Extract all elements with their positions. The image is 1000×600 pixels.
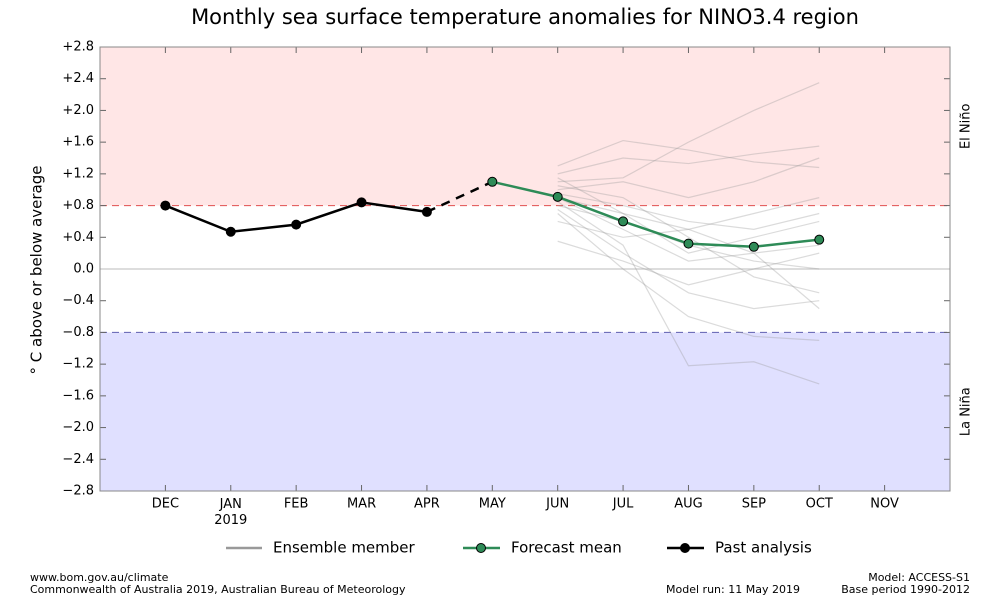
marker — [552, 191, 563, 202]
marker — [421, 206, 432, 217]
region-label: La Niña — [959, 387, 974, 436]
ensemble-line — [557, 157, 820, 199]
y-tick-label: +0.8 — [62, 198, 94, 213]
marker — [618, 216, 629, 227]
x-tick-label: NOV — [870, 497, 899, 512]
x-tick-label: JUL — [612, 497, 634, 512]
y-tick-label: −1.2 — [62, 357, 94, 372]
y-tick-label: +2.0 — [62, 103, 94, 118]
ensemble-line — [557, 197, 820, 310]
x-tick-label: OCT — [806, 497, 833, 512]
footer-text: Model: ACCESS-S1 — [868, 571, 970, 584]
x-tick-label: MAY — [479, 497, 506, 512]
ensemble-line — [557, 82, 820, 183]
marker — [748, 241, 759, 252]
x-tick-label: JAN 2019 — [214, 497, 247, 528]
marker — [356, 197, 367, 208]
y-tick-label: −0.8 — [62, 325, 94, 340]
footer-text: Commonwealth of Australia 2019, Australi… — [30, 583, 406, 596]
ensemble-line — [557, 193, 820, 230]
marker — [683, 238, 694, 249]
y-tick-label: +2.4 — [62, 71, 94, 86]
x-tick-label: MAR — [347, 497, 376, 512]
connector-line — [426, 180, 493, 214]
series-line — [492, 180, 820, 249]
ensemble-line — [557, 139, 820, 169]
ensemble-line — [557, 201, 820, 385]
y-axis-label: ° C above or below average — [28, 166, 46, 375]
y-tick-label: +1.2 — [62, 166, 94, 181]
ensemble-line — [557, 185, 820, 294]
x-tick-label: JUN — [545, 497, 569, 512]
footer-text: Base period 1990-2012 — [841, 583, 970, 596]
x-tick-label: SEP — [742, 497, 766, 512]
y-tick-label: −2.8 — [62, 484, 94, 499]
ensemble-line — [557, 209, 820, 310]
marker — [487, 176, 498, 187]
y-tick-label: 0.0 — [73, 262, 94, 277]
ensemble-line — [557, 213, 820, 341]
chart-title: Monthly sea surface temperature anomalie… — [191, 5, 859, 29]
y-tick-label: −2.0 — [62, 420, 94, 435]
plot-frame — [99, 46, 951, 492]
ensemble-line — [557, 240, 820, 286]
y-tick-label: −0.4 — [62, 293, 94, 308]
legend-marker — [476, 543, 486, 553]
footer-text: www.bom.gov.au/climate — [30, 571, 169, 584]
marker — [225, 226, 236, 237]
x-tick-label: DEC — [152, 497, 179, 512]
y-tick-label: +0.4 — [62, 230, 94, 245]
ensemble-line — [557, 197, 820, 262]
ensemble-line — [557, 177, 820, 254]
y-tick-label: −2.4 — [62, 452, 94, 467]
ensemble-line — [557, 197, 820, 238]
y-tick-label: −1.6 — [62, 388, 94, 403]
la-nina-band — [100, 332, 950, 491]
footer-text: Model run: 11 May 2019 — [666, 583, 800, 596]
region-label: El Niño — [959, 104, 974, 150]
legend-label: Ensemble member — [273, 539, 416, 557]
x-tick-label: FEB — [284, 497, 309, 512]
marker — [291, 219, 302, 230]
x-tick-label: APR — [414, 497, 440, 512]
marker — [814, 234, 825, 245]
legend-label: Past analysis — [715, 539, 812, 557]
el-nino-band — [100, 47, 950, 206]
x-tick-label: AUG — [674, 497, 702, 512]
marker — [160, 200, 171, 211]
y-tick-label: +1.6 — [62, 135, 94, 150]
y-tick-label: +2.8 — [62, 40, 94, 55]
ensemble-line — [557, 145, 820, 175]
legend-label: Forecast mean — [511, 539, 622, 557]
legend-marker — [680, 543, 690, 553]
